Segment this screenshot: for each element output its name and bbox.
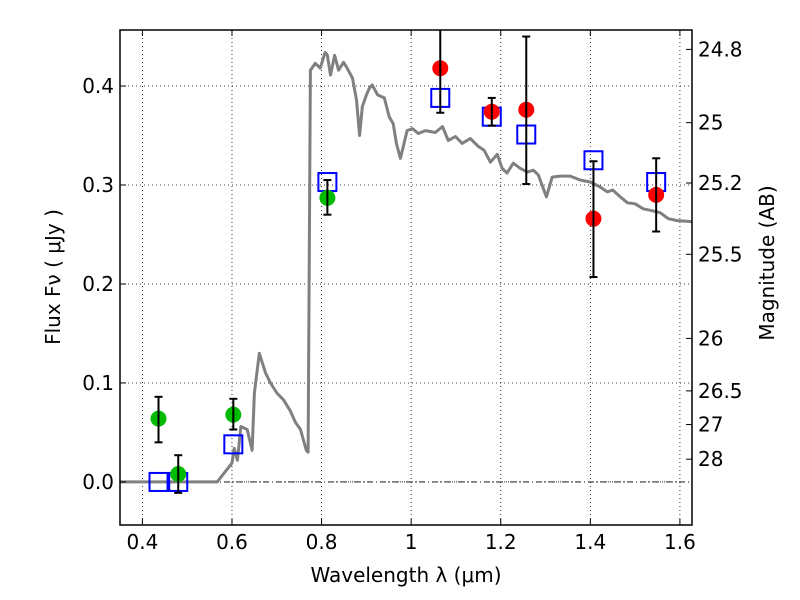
x-tick-label: 0.8 [306, 530, 338, 554]
x-tick-label: 1.6 [664, 530, 696, 554]
y-axis-label-text: Flux Fν ( μJy ) [41, 209, 65, 345]
right-tick-label: 28 [698, 447, 723, 471]
right-tick-label: 24.8 [698, 37, 743, 61]
y-tick-label: 0.0 [82, 470, 114, 494]
model-photometry-square [223, 434, 244, 455]
error-bars-overlay [154, 30, 661, 494]
right-tick-label: 26.5 [698, 379, 743, 403]
grid [120, 30, 692, 525]
y-axis-label: Flux Fν ( μJy ) [41, 209, 65, 345]
y-tick-label: 0.2 [82, 272, 114, 296]
y-tick-label: 0.4 [82, 74, 114, 98]
model-photometry-square [148, 471, 169, 492]
x-tick-label: 1.2 [485, 530, 517, 554]
right-tick-label: 25.5 [698, 242, 743, 266]
model-photometry-squares [148, 87, 667, 492]
model-spectrum-line [120, 50, 692, 484]
y-tick-label: 0.3 [82, 173, 114, 197]
x-tick-label: 1 [405, 530, 418, 554]
right-tick-label: 26 [698, 326, 723, 350]
x-axis-label: Wavelength λ (μm) [310, 563, 501, 587]
x-tick-label: 1.4 [574, 530, 606, 554]
axis-ticks: 0.4 0.6 0.8 1 1.2 1.4 1.6 0.0 0.1 0.2 0.3 0.4 24.8 25… [82, 30, 743, 554]
observed-points [150, 60, 665, 483]
x-axis-label-text: Wavelength λ (μm) [310, 563, 501, 587]
y-tick-label: 0.1 [82, 371, 114, 395]
right-tick-label: 27 [698, 413, 723, 437]
right-axis-label: Magnitude (AB) [755, 185, 779, 340]
plot-frame [119, 29, 693, 526]
right-tick-label: 25 [698, 111, 723, 135]
right-tick-label: 25.2 [698, 171, 743, 195]
right-axis-label-text: Magnitude (AB) [755, 185, 779, 340]
x-tick-label: 0.6 [216, 530, 248, 554]
x-tick-label: 0.4 [126, 530, 158, 554]
